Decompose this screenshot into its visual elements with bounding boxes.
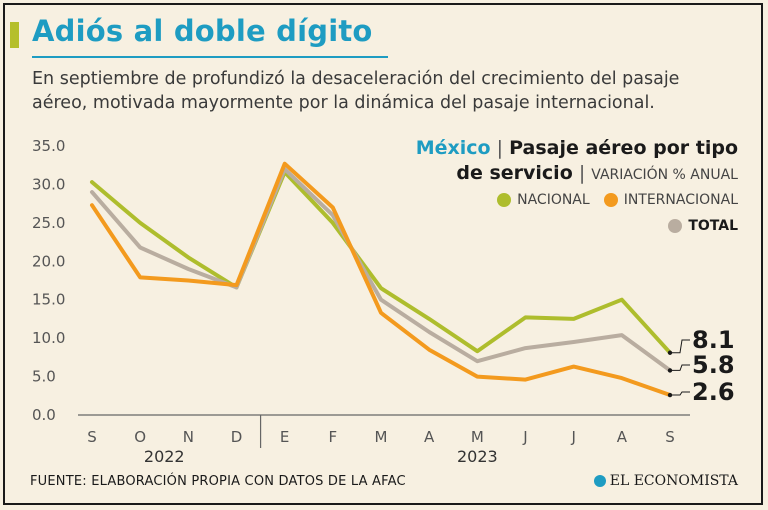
logo-text: EL ECONOMISTA (609, 473, 738, 489)
end-value-label: 5.8 (692, 351, 735, 379)
year-label: 2022 (144, 447, 185, 466)
x-tick-label: O (134, 428, 146, 446)
series-line-total (90, 167, 672, 373)
x-tick-label: M (471, 428, 484, 446)
series-line-internacional (90, 161, 672, 397)
legend-label-nacional: NACIONAL (517, 192, 590, 208)
publisher-logo: EL ECONOMISTA (593, 473, 738, 489)
y-tick-label: 0.0 (32, 406, 56, 424)
end-label-leader (670, 364, 690, 371)
legend-topic-line1: Pasaje aéreo por tipo (509, 137, 738, 159)
x-tick-label: S (87, 428, 97, 446)
y-axis-ticks: 0.0 5.0 10.0 15.0 20.0 25.0 30.0 35.0 (32, 137, 65, 424)
y-tick-label: 5.0 (32, 368, 56, 386)
y-tick-label: 30.0 (32, 175, 65, 193)
y-tick-label: 10.0 (32, 329, 65, 347)
x-tick-label: A (424, 428, 435, 446)
subtitle: En septiembre de profundizó la desaceler… (32, 69, 680, 113)
end-value-label: 2.6 (692, 378, 735, 406)
series-lines (90, 161, 672, 397)
title-accent-bar (10, 22, 19, 48)
x-tick-label: D (231, 428, 243, 446)
series-line-nacional (90, 170, 672, 355)
legend-units: VARIACIÓN % ANUAL (591, 167, 738, 183)
y-tick-label: 15.0 (32, 291, 65, 309)
x-tick-label: E (280, 428, 289, 446)
y-tick-label: 25.0 (32, 214, 65, 232)
y-tick-label: 20.0 (32, 252, 65, 270)
year-label: 2023 (457, 447, 498, 466)
legend-row-total: TOTAL (668, 218, 738, 234)
frame-border (3, 3, 763, 505)
legend-separator: | (496, 137, 504, 159)
legend-label-internacional: INTERNACIONAL (623, 192, 738, 208)
x-tick-label: J (570, 428, 575, 446)
x-tick-label: M (375, 428, 388, 446)
chart-axes (78, 414, 690, 448)
legend-label-total: TOTAL (688, 218, 738, 234)
legend-heading-line2: de servicio | VARIACIÓN % ANUAL (416, 161, 738, 188)
footer-source: FUENTE: ELABORACIÓN PROPIA CON DATOS DE … (30, 474, 406, 489)
year-labels: 2022 2023 (144, 447, 498, 466)
x-tick-label: F (329, 428, 338, 446)
end-label-leader (670, 391, 690, 396)
x-tick-label: S (665, 428, 675, 446)
end-value-labels: 8.15.82.6 (667, 326, 735, 406)
legend-dot-internacional (603, 193, 618, 207)
legend-topic-line2: de servicio (456, 162, 573, 184)
legend-row-series: NACIONAL INTERNACIONAL (497, 192, 738, 208)
legend-heading: México | Pasaje aéreo por tipo de servic… (416, 136, 738, 188)
legend-item-nacional: NACIONAL (497, 192, 590, 208)
x-tick-label: N (183, 428, 194, 446)
legend-item-total: TOTAL (668, 218, 738, 234)
x-tick-label: J (522, 428, 527, 446)
legend-separator-2: | (578, 162, 586, 184)
page-title: Adiós al doble dígito (32, 14, 373, 48)
end-label-leader (670, 339, 690, 354)
legend-country: México (415, 137, 491, 159)
legend-dot-nacional (497, 193, 512, 207)
end-value-label: 8.1 (692, 326, 735, 354)
x-tick-label: A (617, 428, 628, 446)
y-tick-label: 35.0 (32, 137, 65, 155)
logo-mark-icon (593, 475, 606, 487)
legend-item-internacional: INTERNACIONAL (603, 192, 738, 208)
title-underline (32, 56, 388, 58)
legend-heading-line1: México | Pasaje aéreo por tipo (416, 136, 738, 161)
legend-dot-total (668, 219, 683, 233)
